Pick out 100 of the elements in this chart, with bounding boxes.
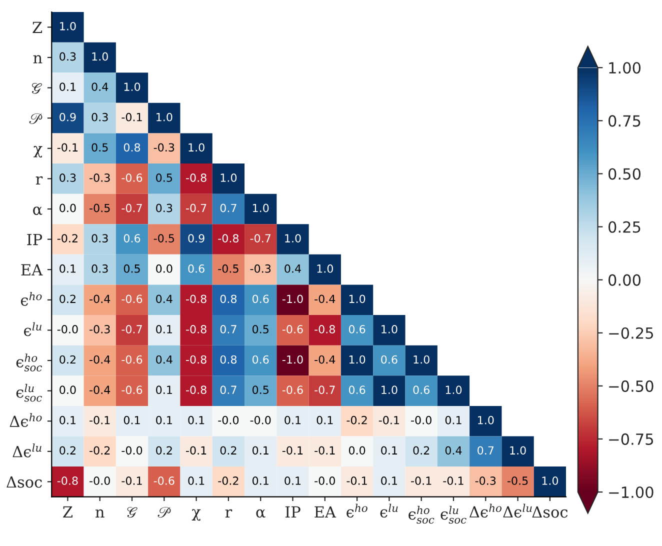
data-label: 0.5 [92, 143, 108, 152]
data-label: 1.0 [220, 174, 237, 182]
data-label: -0.7 [186, 204, 206, 212]
color-bar-label: −0.50 [609, 380, 654, 392]
data-label: 0.1 [60, 82, 76, 91]
x-tick-label: ϵ$^{lu}$ [380, 504, 398, 518]
data-label: -0.7 [122, 204, 142, 212]
data-label: -0.0 [57, 325, 78, 334]
data-label: 0.6 [413, 386, 430, 394]
data-label: 0.0 [60, 204, 76, 212]
data-label: -0.3 [154, 143, 174, 152]
data-label: 1.0 [60, 22, 76, 30]
data-label: -0.8 [218, 234, 239, 243]
x-tick-label: EA [314, 506, 336, 518]
color-bar-label: −0.75 [609, 433, 653, 445]
data-label: -0.0 [90, 476, 110, 485]
data-label: 0.6 [124, 234, 140, 243]
data-label: 0.4 [156, 355, 172, 364]
data-label: -0.8 [186, 294, 206, 304]
data-label: -0.3 [90, 325, 110, 334]
data-label: -1.0 [282, 294, 303, 304]
data-label: -0.1 [314, 446, 335, 455]
data-label: 0.6 [348, 386, 366, 394]
data-label: 0.2 [156, 446, 172, 455]
data-label: -0.1 [378, 416, 400, 424]
data-label: 0.8 [220, 355, 237, 364]
data-label: 1.0 [285, 234, 301, 243]
data-label: -1.0 [282, 355, 303, 364]
x-tick-label: n [95, 509, 104, 518]
y-tick-label: n [33, 55, 42, 64]
data-label: -0.2 [218, 476, 238, 485]
y-tick-label: 𝒫 [29, 113, 42, 124]
data-label: 0.2 [60, 294, 76, 304]
data-label: 0.0 [156, 264, 172, 273]
data-label: -0.8 [314, 325, 335, 334]
data-label: -0.8 [186, 325, 206, 334]
data-label: 0.5 [252, 325, 268, 334]
data-label: 0.6 [381, 355, 398, 364]
data-label: -0.2 [57, 234, 78, 243]
data-label: -0.6 [154, 476, 174, 485]
data-label: 0.1 [445, 416, 462, 424]
x-tick-label: Δϵ$^{lu}$ [503, 504, 532, 518]
x-tick-label: ϵ$^{ho}$$_{soc}$ [408, 506, 434, 524]
data-label: 1.0 [382, 325, 398, 334]
data-label: 0.3 [92, 234, 108, 243]
x-tick-label: ϵ$^{ho}$ [346, 504, 368, 518]
y-tick-label: ϵ$^{lu}$ [24, 322, 42, 336]
data-label: 0.1 [284, 476, 301, 485]
data-label: 1.0 [478, 416, 494, 424]
data-label: 0.6 [252, 355, 269, 364]
data-label: -0.4 [90, 355, 110, 364]
data-label: 0.3 [60, 52, 76, 61]
data-label: 1.0 [542, 476, 558, 485]
data-label: -0.4 [314, 294, 336, 304]
data-label: -0.0 [411, 416, 432, 424]
data-label: -0.4 [90, 294, 110, 304]
data-label: 0.7 [220, 386, 236, 394]
x-tick-label: Δsoc [532, 506, 568, 518]
data-label: -0.1 [346, 476, 367, 485]
data-label: -0.3 [90, 174, 110, 182]
data-label: 0.4 [156, 294, 172, 304]
color-bar-label: 0.75 [608, 115, 640, 127]
data-label: -0.6 [122, 294, 142, 304]
data-label: 1.0 [446, 386, 462, 394]
data-label: -0.3 [475, 476, 496, 485]
data-label: -0.7 [314, 386, 335, 394]
data-label: 0.3 [92, 264, 108, 273]
x-tick-label: 𝒫 [158, 506, 171, 518]
data-label: -0.4 [314, 355, 336, 364]
data-label: 0.8 [220, 294, 237, 304]
x-tick-label: 𝒢 [127, 506, 138, 518]
y-tick-label: ϵ$^{ho}$$_{soc}$ [16, 354, 42, 372]
y-tick-label: Z [32, 22, 42, 33]
data-label: -0.8 [186, 174, 206, 182]
data-label: -0.0 [250, 416, 271, 424]
data-label: 0.1 [284, 416, 301, 424]
data-label: 0.1 [381, 446, 398, 455]
data-label: -0.8 [57, 476, 78, 485]
data-label: 0.9 [60, 112, 76, 122]
data-label: 0.3 [60, 174, 76, 182]
data-label: 0.1 [156, 386, 172, 394]
data-label: 1.0 [510, 446, 526, 455]
data-label: 0.5 [124, 264, 140, 273]
x-tick-label: α [256, 509, 266, 518]
color-bar-label: −0.25 [609, 327, 653, 339]
data-label: 0.1 [316, 416, 333, 424]
data-label: 0.8 [124, 143, 140, 152]
data-label: 0.1 [381, 476, 398, 485]
x-tick-label: Z [63, 506, 72, 518]
data-label: 0.5 [252, 386, 268, 394]
data-label: -0.7 [122, 325, 142, 334]
color-bar-label: 0.50 [608, 168, 641, 180]
data-label: 0.1 [188, 476, 204, 485]
data-label: 1.0 [349, 294, 366, 304]
data-label: 0.2 [60, 355, 76, 364]
data-label: 1.0 [382, 386, 398, 394]
data-label: 0.0 [348, 446, 366, 455]
data-label: -0.1 [90, 416, 110, 424]
data-label: 1.0 [252, 204, 269, 212]
data-label: -0.4 [90, 386, 110, 394]
